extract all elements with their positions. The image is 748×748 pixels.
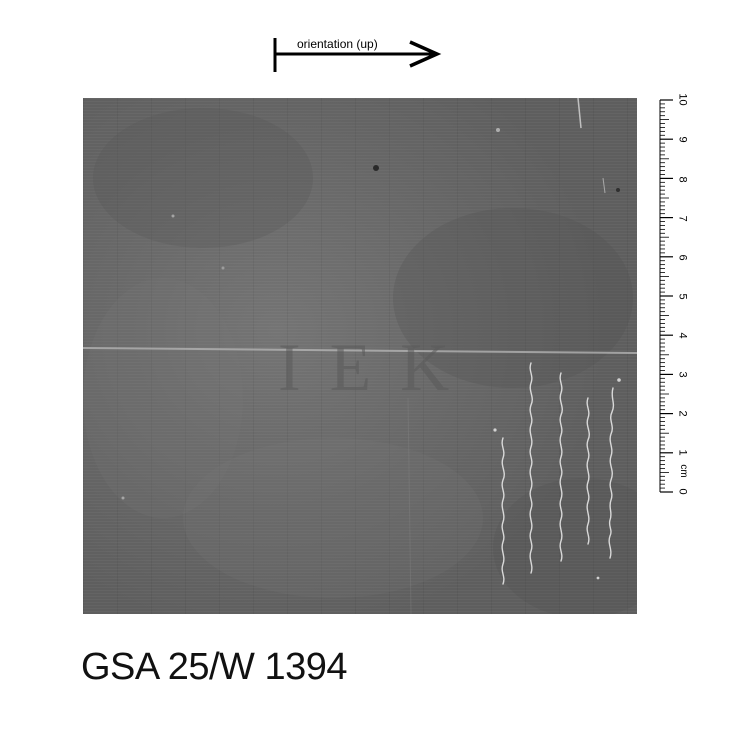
- paper-texture-image: I E K: [83, 98, 637, 614]
- orientation-arrow-icon: [273, 38, 442, 72]
- ruler-number: 3: [676, 371, 689, 378]
- ruler-number: 7: [676, 215, 689, 222]
- ruler-number: 1: [676, 449, 689, 456]
- orientation-indicator: orientation (up): [270, 32, 445, 76]
- ruler-number: 4: [676, 332, 689, 339]
- ruler-number: 9: [676, 136, 689, 143]
- ruler-number: 5: [676, 293, 689, 300]
- ruler-number: 0: [676, 488, 689, 495]
- svg-text:I E K: I E K: [278, 329, 455, 405]
- ruler-number: 10: [676, 93, 689, 106]
- ruler-unit-label: cm: [678, 464, 689, 478]
- ruler-number: 8: [676, 176, 689, 183]
- ruler-number: 6: [676, 254, 689, 261]
- scale-ruler: 10 9 8 7 6 5 4 3 2 1 cm 0: [650, 92, 700, 502]
- orientation-label: orientation (up): [297, 37, 378, 51]
- ruler-number: 2: [676, 410, 689, 417]
- document-scan: I E K: [83, 98, 637, 614]
- shelfmark-label: GSA 25/W 1394: [81, 646, 348, 688]
- ruler-ticks: [659, 99, 673, 493]
